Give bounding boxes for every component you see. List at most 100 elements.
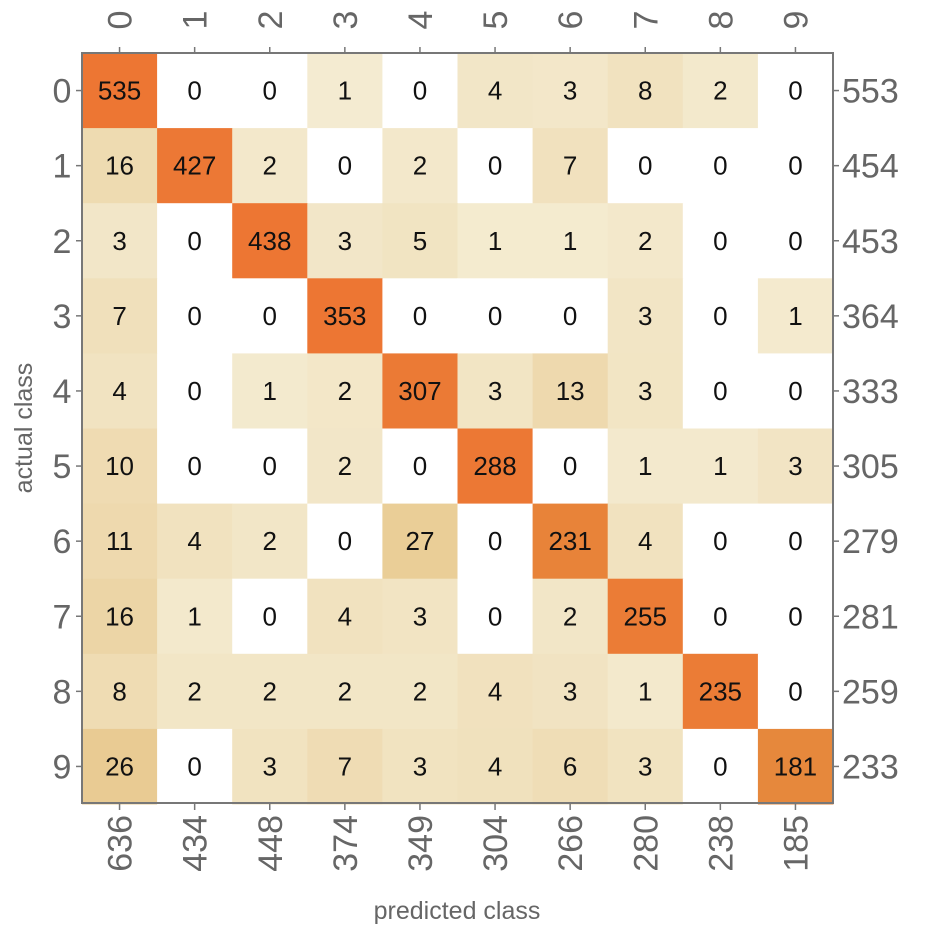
cell-value-r8-c7: 1	[638, 676, 652, 706]
cell-value-r2-c9: 0	[788, 226, 802, 256]
heatmap-cell-r0-c6	[532, 53, 609, 129]
heatmap-cell-r9-c7	[607, 728, 684, 805]
cell-value-r0-c5: 4	[488, 76, 502, 106]
top-class-label-9: 9	[777, 11, 815, 30]
cell-value-r0-c6: 3	[563, 76, 577, 106]
cell-value-r7-c5: 0	[488, 601, 502, 631]
heatmap-cell-r1-c5	[457, 128, 534, 204]
cell-value-r9-c1: 0	[187, 751, 201, 781]
column-total-5: 304	[477, 815, 515, 872]
cell-value-r2-c8: 0	[713, 226, 727, 256]
cell-value-r8-c9: 0	[788, 676, 802, 706]
heatmap-cell-r6-c4	[382, 503, 458, 580]
heatmap-cell-r1-c1	[157, 128, 233, 204]
heatmap-cell-r7-c9	[757, 578, 834, 655]
cell-value-r4-c1: 0	[187, 376, 201, 406]
cell-value-r7-c1: 1	[187, 601, 201, 631]
heatmap-cell-r0-c4	[382, 53, 458, 129]
cell-value-r8-c8: 235	[699, 676, 742, 706]
cell-value-r9-c7: 3	[638, 751, 652, 781]
heatmap-cell-r2-c9	[757, 203, 834, 279]
cell-value-r4-c7: 3	[638, 376, 652, 406]
cell-value-r1-c4: 2	[413, 151, 427, 181]
cell-value-r5-c3: 2	[338, 451, 352, 481]
cell-value-r8-c1: 2	[187, 676, 201, 706]
cell-value-r5-c8: 1	[713, 451, 727, 481]
cell-value-r4-c6: 13	[556, 376, 585, 406]
heatmap-cell-r0-c1	[157, 53, 233, 129]
heatmap-cell-r4-c5	[457, 353, 534, 429]
left-class-label-2: 2	[53, 223, 72, 261]
cell-value-r6-c1: 4	[187, 526, 201, 556]
left-class-label-0: 0	[53, 73, 72, 111]
heatmap-cell-r9-c5	[457, 728, 534, 805]
heatmap-cell-r0-c9	[757, 53, 834, 129]
column-total-3: 374	[327, 815, 365, 872]
heatmap-cell-r7-c8	[682, 578, 759, 655]
heatmap-cell-r4-c2	[232, 353, 308, 429]
row-total-labels: 553 454 453 364 333 305 279 281 259 233	[842, 73, 899, 787]
heatmap-cell-r6-c6	[532, 503, 609, 580]
heatmap-cell-r3-c6	[532, 278, 609, 354]
heatmap-cell-r1-c2	[232, 128, 308, 204]
heatmap-cell-r8-c9	[757, 653, 834, 730]
left-class-label-1: 1	[53, 148, 72, 186]
cell-value-r9-c4: 3	[413, 751, 427, 781]
heatmap-cell-r3-c0	[82, 278, 158, 354]
cell-value-r3-c8: 0	[713, 301, 727, 331]
top-class-label-8: 8	[702, 11, 740, 30]
cell-value-r3-c6: 0	[563, 301, 577, 331]
cell-value-r0-c8: 2	[713, 76, 727, 106]
cell-value-r4-c8: 0	[713, 376, 727, 406]
top-class-label-0: 0	[102, 11, 140, 30]
cell-value-r1-c1: 427	[173, 151, 216, 181]
heatmap-cell-r3-c7	[607, 278, 684, 354]
row-total-4: 333	[842, 373, 899, 411]
cell-value-r8-c4: 2	[413, 676, 427, 706]
cell-value-r9-c8: 0	[713, 751, 727, 781]
heatmap-cell-r6-c1	[157, 503, 233, 580]
cell-value-r6-c9: 0	[788, 526, 802, 556]
cell-value-r1-c7: 0	[638, 151, 652, 181]
heatmap-cell-r9-c9	[757, 728, 834, 805]
cell-value-r1-c8: 0	[713, 151, 727, 181]
heatmap-cell-r6-c9	[757, 503, 834, 580]
cell-value-r2-c2: 438	[248, 226, 291, 256]
cell-value-r6-c3: 0	[338, 526, 352, 556]
axis-ticks	[76, 47, 839, 810]
cell-value-r5-c1: 0	[187, 451, 201, 481]
row-total-2: 453	[842, 223, 899, 261]
heatmap-cell-r6-c8	[682, 503, 759, 580]
heatmap-cell-r5-c5	[457, 428, 534, 505]
x-axis-label: predicted class	[374, 897, 541, 925]
heatmap-cell-r7-c0	[82, 578, 158, 655]
heatmap-cell-r5-c6	[532, 428, 609, 505]
heatmap-cell-r6-c3	[307, 503, 383, 580]
heatmap-cell-r3-c1	[157, 278, 233, 354]
cell-value-r9-c0: 26	[105, 751, 134, 781]
heatmap-cell-r7-c6	[532, 578, 609, 655]
heatmap-cell-r0-c8	[682, 53, 759, 129]
cell-value-r4-c2: 1	[263, 376, 277, 406]
top-class-labels: 0 1 2 3 4 5 6 7 8 9	[102, 11, 816, 30]
cell-value-r3-c9: 1	[788, 301, 802, 331]
cell-value-r5-c6: 0	[563, 451, 577, 481]
row-total-0: 553	[842, 73, 899, 111]
cell-value-r6-c5: 0	[488, 526, 502, 556]
heatmap-cell-r4-c0	[82, 353, 158, 429]
cell-value-r3-c0: 7	[112, 301, 126, 331]
column-total-2: 448	[252, 815, 290, 872]
heatmap-cell-r6-c0	[82, 503, 158, 580]
column-total-8: 238	[702, 815, 740, 872]
heatmap-cell-r0-c5	[457, 53, 534, 129]
heatmap-cell-r7-c3	[307, 578, 383, 655]
cell-value-r1-c6: 7	[563, 151, 577, 181]
cell-value-r1-c0: 16	[105, 151, 134, 181]
heatmap-cell-r0-c7	[607, 53, 684, 129]
heatmap-cell-r2-c8	[682, 203, 759, 279]
cell-value-r8-c2: 2	[263, 676, 277, 706]
heatmap-cell-r8-c8	[682, 653, 759, 730]
left-class-label-3: 3	[53, 298, 72, 336]
heatmap-cells	[82, 53, 834, 805]
heatmap-cell-r4-c4	[382, 353, 458, 429]
